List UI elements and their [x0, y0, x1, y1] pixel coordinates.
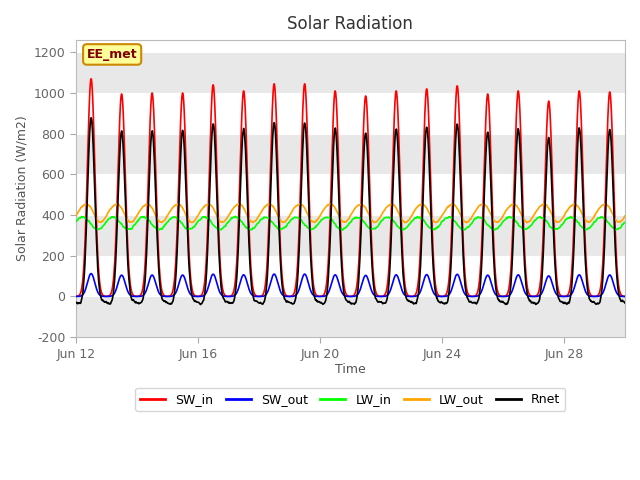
X-axis label: Time: Time	[335, 363, 366, 376]
Bar	[76, 134, 625, 174]
Bar	[76, 215, 625, 256]
Bar	[76, 52, 625, 93]
Legend: SW_in, SW_out, LW_in, LW_out, Rnet: SW_in, SW_out, LW_in, LW_out, Rnet	[136, 388, 565, 411]
Bar	[76, 297, 625, 337]
Text: EE_met: EE_met	[87, 48, 138, 61]
Y-axis label: Solar Radiation (W/m2): Solar Radiation (W/m2)	[15, 116, 28, 262]
Title: Solar Radiation: Solar Radiation	[287, 15, 413, 33]
